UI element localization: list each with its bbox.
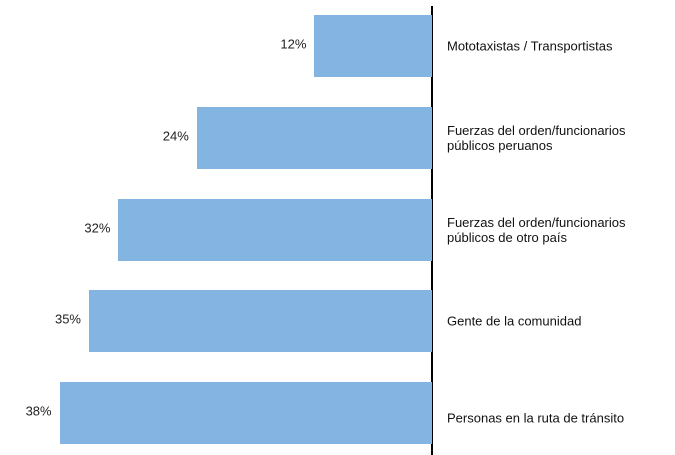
category-label: Fuerzas del orden/funcionarios públicos … <box>447 214 626 245</box>
bar <box>118 198 432 261</box>
axis-line <box>431 6 433 455</box>
category-label: Gente de la comunidad <box>447 313 582 329</box>
category-label: Fuerzas del orden/funcionarios públicos … <box>447 122 626 153</box>
bar <box>59 382 432 445</box>
bar <box>314 15 432 77</box>
bar <box>196 106 432 169</box>
category-label: Personas en la ruta de tránsito <box>447 410 625 426</box>
value-label: 38% <box>25 403 52 419</box>
value-label: 35% <box>54 311 81 327</box>
bar <box>89 290 432 353</box>
value-label: 24% <box>162 128 189 144</box>
category-label: Mototaxistas / Transportistas <box>447 38 613 54</box>
value-label: 12% <box>280 36 307 52</box>
value-label: 32% <box>84 220 111 236</box>
